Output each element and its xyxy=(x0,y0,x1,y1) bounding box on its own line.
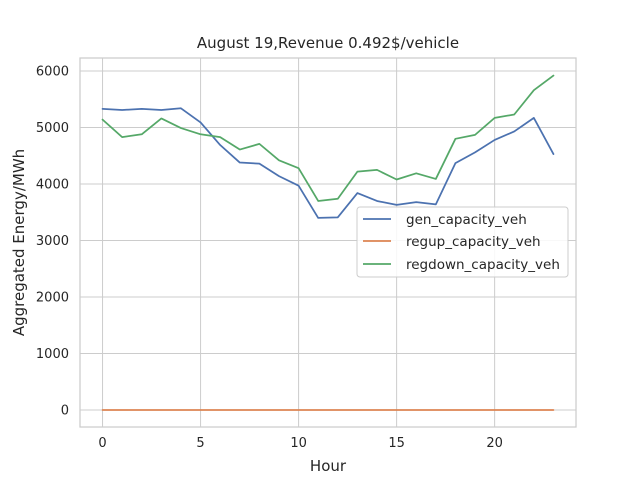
x-tick-label: 0 xyxy=(98,436,106,451)
y-tick-label: 5000 xyxy=(36,121,69,136)
legend-label-gen-capacity-veh: gen_capacity_veh xyxy=(406,212,527,228)
legend-label-regdown-capacity-veh: regdown_capacity_veh xyxy=(406,257,560,273)
series-layer xyxy=(101,74,555,411)
y-axis-label: Aggregated Energy/MWh xyxy=(10,149,28,336)
legend-label-regup-capacity-veh: regup_capacity_veh xyxy=(406,234,541,250)
x-tick-label: 10 xyxy=(290,436,307,451)
y-tick-label: 1000 xyxy=(36,347,69,362)
series-line-gen-capacity-veh xyxy=(101,107,555,219)
x-tick-label: 15 xyxy=(388,436,405,451)
tick-layer: 0 5 10 15 20 0 1000 2000 3000 4000 5000 6000 xyxy=(36,64,503,451)
y-tick-label: 0 xyxy=(61,404,69,419)
y-tick-label: 2000 xyxy=(36,291,69,306)
series-line-regdown-capacity-veh xyxy=(101,74,555,202)
y-tick-label: 3000 xyxy=(36,234,69,249)
x-tick-label: 5 xyxy=(196,436,204,451)
legend: gen_capacity_veh regup_capacity_veh regd… xyxy=(356,206,569,278)
y-tick-label: 6000 xyxy=(36,64,69,79)
chart-title: August 19,Revenue 0.492$/vehicle xyxy=(197,34,459,52)
x-tick-label: 20 xyxy=(486,436,503,451)
y-tick-label: 4000 xyxy=(36,178,69,193)
plot-frame xyxy=(79,57,577,428)
x-axis-label: Hour xyxy=(310,457,347,475)
legend-box xyxy=(356,206,569,278)
